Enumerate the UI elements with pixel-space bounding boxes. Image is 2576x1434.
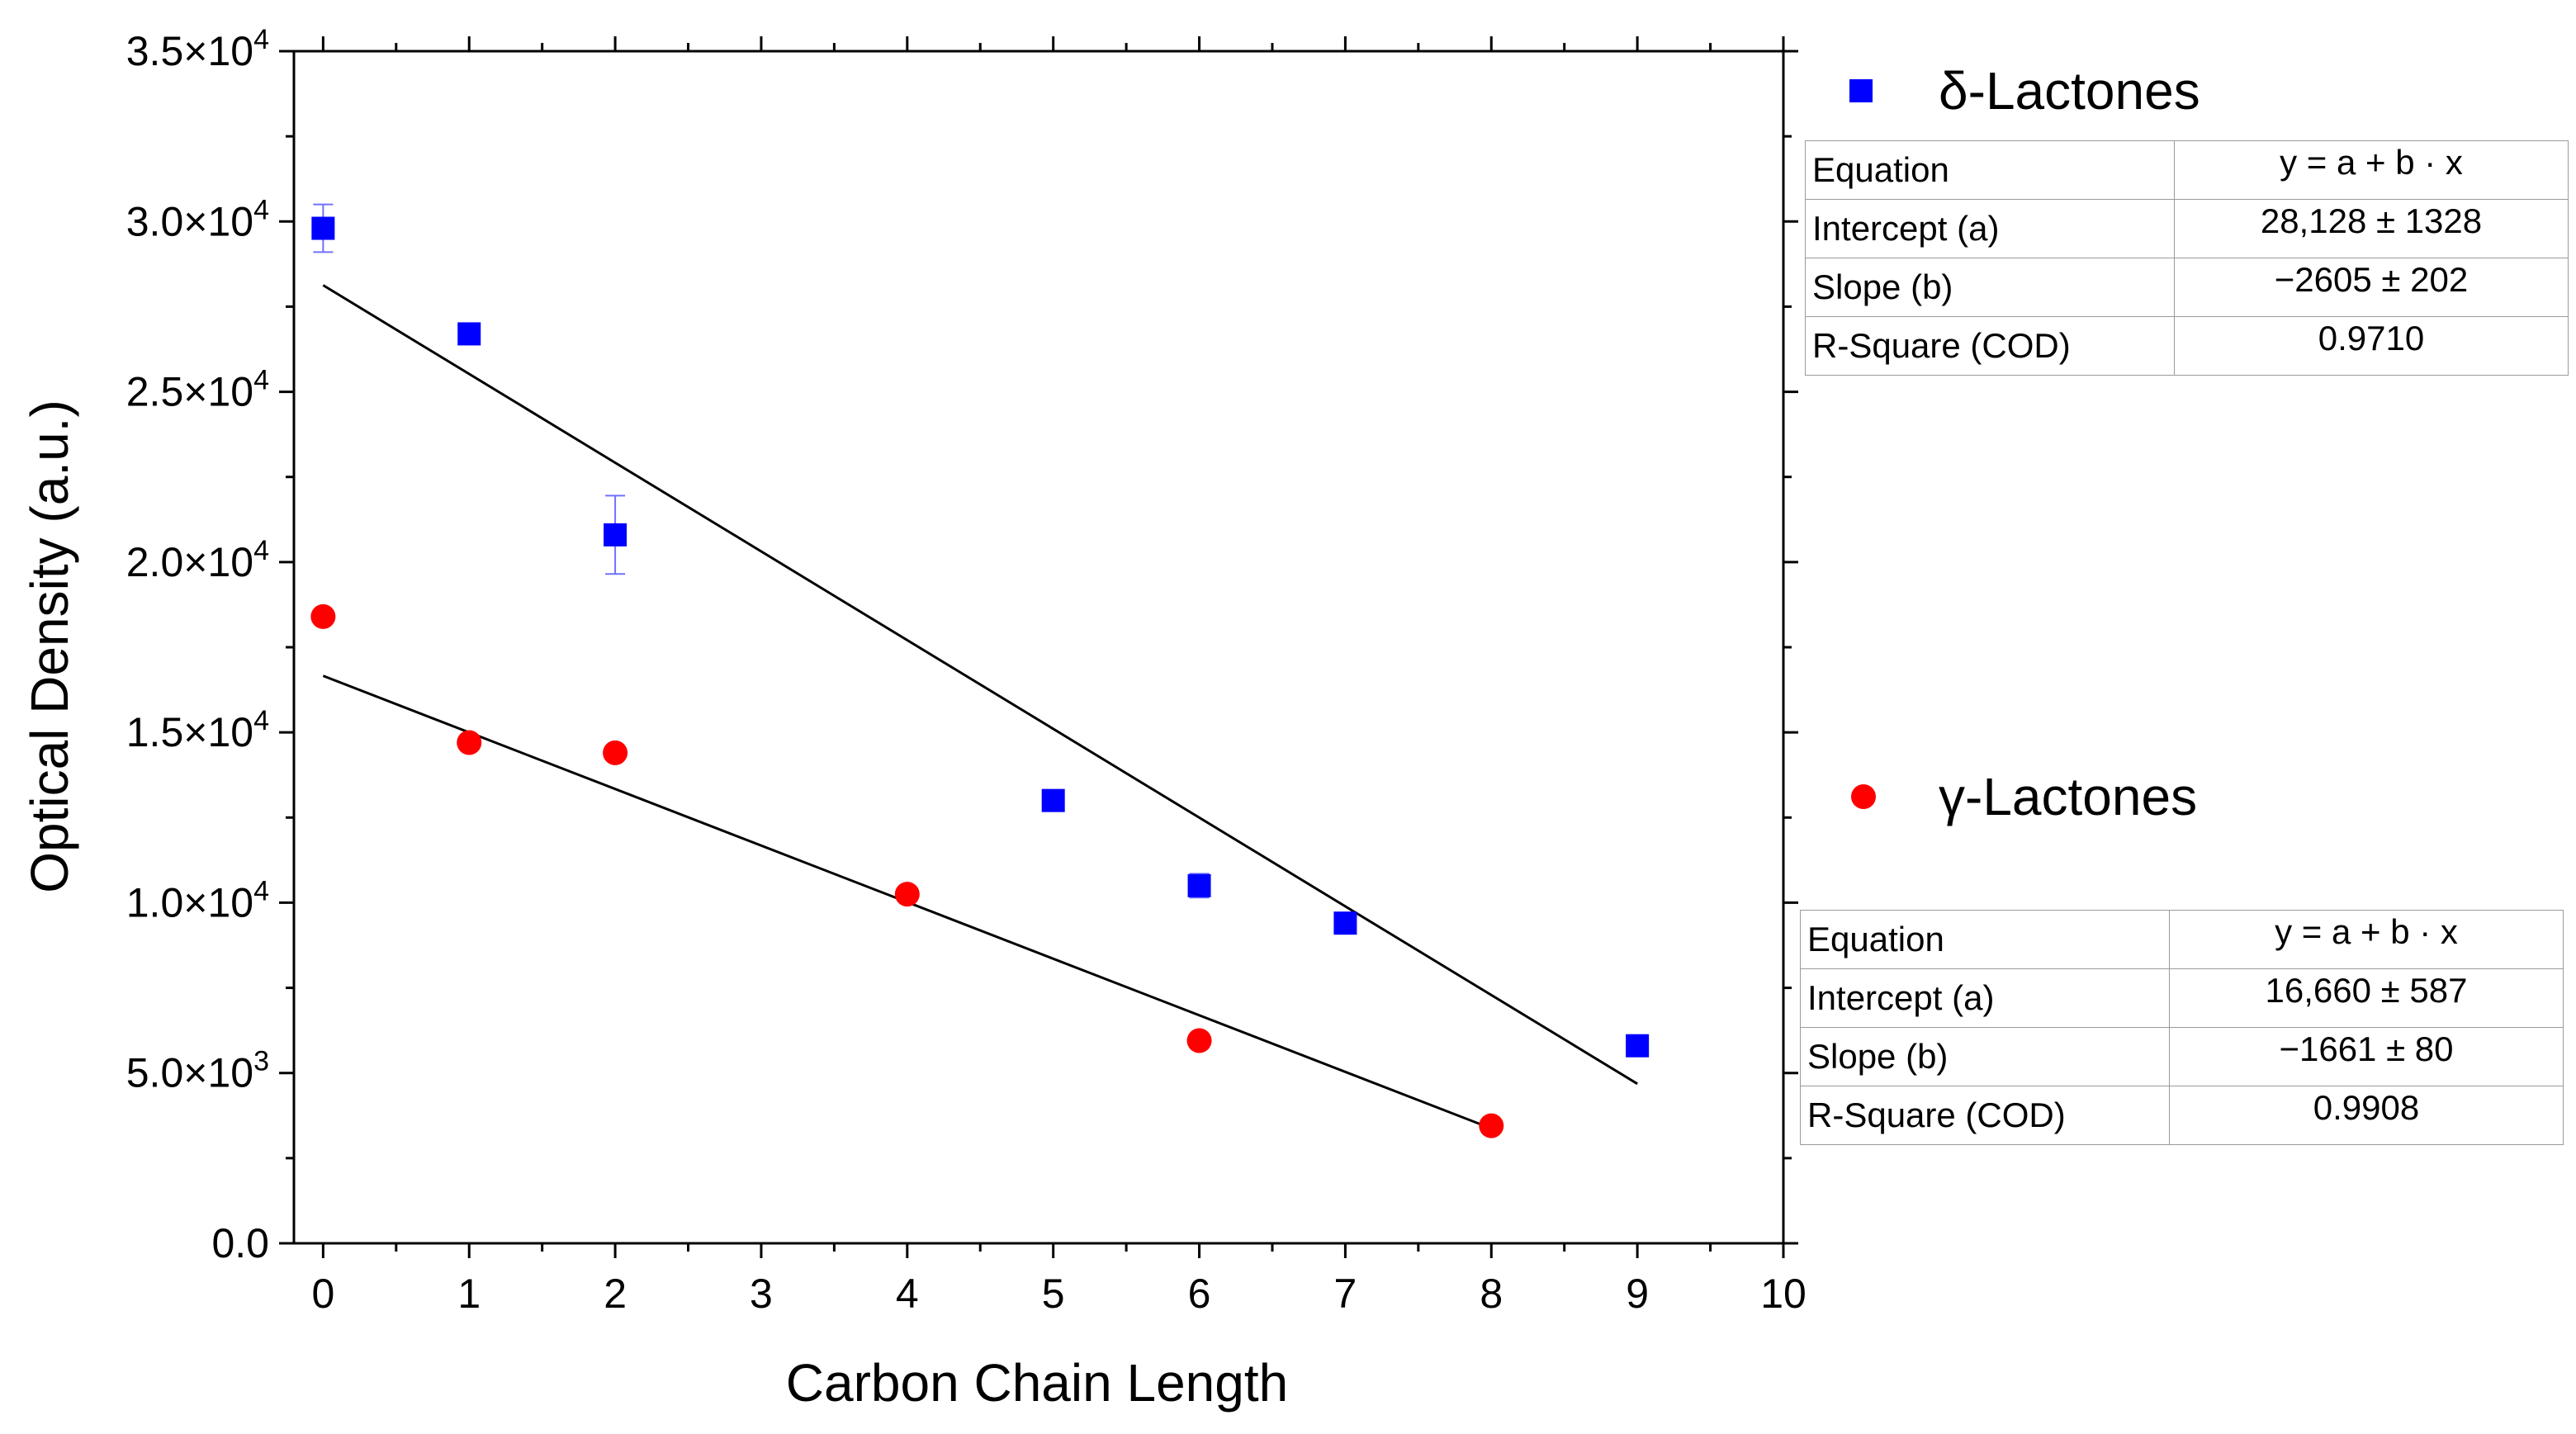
data-point-delta: [1187, 873, 1211, 897]
data-point-delta: [1041, 788, 1065, 812]
x-tick-label: 2: [604, 1271, 627, 1317]
fit-table-row: Equation y = a + b · x: [1805, 140, 2569, 200]
data-point-delta: [1333, 911, 1357, 935]
data-point-delta: [311, 216, 335, 240]
fit-table-key: Equation: [1805, 140, 2175, 200]
fit-table-value: −1661 ± 80: [2169, 1027, 2564, 1086]
legend-gamma: γ-Lactones: [1851, 767, 2197, 826]
fit-table-key: Slope (b): [1800, 1027, 2170, 1086]
fit-table-row: Intercept (a) 28,128 ± 1328: [1805, 199, 2569, 258]
x-tick-label: 10: [1760, 1271, 1807, 1317]
fit-table-row: Slope (b) −1661 ± 80: [1800, 1027, 2564, 1086]
data-point-gamma: [1479, 1113, 1504, 1138]
y-tick-label: 2.0×104: [126, 535, 269, 585]
plot-frame-layer: [292, 50, 1785, 1245]
fit-table-key: Intercept (a): [1805, 199, 2175, 258]
data-point-delta: [604, 523, 627, 547]
y-tick-label: 1.0×104: [126, 875, 269, 925]
legend-gamma-label: γ-Lactones: [1939, 767, 2197, 826]
data-point-gamma: [310, 603, 336, 629]
fit-line-layer: [322, 284, 1638, 1130]
fit-table-value: 0.9908: [2169, 1086, 2564, 1145]
fit-table-key: R-Square (COD): [1800, 1086, 2170, 1145]
x-tick-label: 4: [896, 1271, 919, 1317]
fit-table-row: Intercept (a) 16,660 ± 587: [1800, 968, 2564, 1028]
data-point-gamma: [603, 740, 628, 765]
fit-table-value: 16,660 ± 587: [2169, 968, 2564, 1028]
x-tick-label: 3: [750, 1271, 773, 1317]
y-tick-label: 3.5×104: [126, 24, 269, 74]
x-tick-label: 5: [1042, 1271, 1065, 1317]
x-tick-label: 8: [1480, 1271, 1503, 1317]
legend-gamma-marker: [1851, 784, 1876, 809]
data-point-layer: [310, 216, 1650, 1138]
legend-delta-marker: [1849, 79, 1873, 102]
fit-table-value: −2605 ± 202: [2174, 258, 2569, 317]
fit-table-delta: Equation y = a + b · x Intercept (a) 28,…: [1805, 140, 2569, 376]
data-point-gamma: [1186, 1028, 1212, 1053]
fit-table-row: R-Square (COD) 0.9710: [1805, 316, 2569, 376]
x-axis-title: Carbon Chain Length: [786, 1353, 1288, 1413]
fit-table-row: Equation y = a + b · x: [1800, 910, 2564, 969]
fit-table-value: y = a + b · x: [2174, 140, 2569, 200]
x-tick-label: 9: [1626, 1271, 1649, 1317]
y-tick-label: 3.0×104: [126, 194, 269, 244]
fit-table-value: y = a + b · x: [2169, 910, 2564, 969]
data-point-delta: [457, 322, 481, 346]
fit-table-key: R-Square (COD): [1805, 316, 2175, 376]
y-axis-title: Optical Density (a.u.): [20, 400, 79, 893]
fit-table-row: R-Square (COD) 0.9908: [1800, 1086, 2564, 1145]
fit-table-value: 0.9710: [2174, 316, 2569, 376]
fit-table-row: Slope (b) −2605 ± 202: [1805, 258, 2569, 317]
x-tick-label: 1: [457, 1271, 481, 1317]
x-tick-label: 0: [311, 1271, 334, 1317]
data-point-delta: [1626, 1034, 1650, 1058]
tick-layer: 0 1 2 3 4 5 6 7 8 9 10 0.0 5.0×103 1.0×104 1.5×104 2.0×…: [126, 24, 1807, 1317]
fit-table-value: 28,128 ± 1328: [2174, 199, 2569, 258]
fit-table-gamma: Equation y = a + b · x Intercept (a) 16,…: [1800, 910, 2564, 1145]
fit-table-key: Slope (b): [1805, 258, 2175, 317]
y-tick-label: 1.5×104: [126, 705, 269, 755]
fit-table-key: Intercept (a): [1800, 968, 2170, 1028]
fit-line-delta: [322, 284, 1638, 1086]
legend-delta-label: δ-Lactones: [1939, 61, 2200, 121]
y-tick-label: 0.0: [211, 1220, 269, 1266]
legend-delta: δ-Lactones: [1849, 61, 2200, 121]
y-tick-label: 5.0×103: [126, 1046, 269, 1096]
x-tick-label: 6: [1188, 1271, 1211, 1317]
data-point-gamma: [894, 882, 920, 907]
y-tick-label: 2.5×104: [126, 365, 269, 415]
x-tick-label: 7: [1334, 1271, 1357, 1317]
fit-table-key: Equation: [1800, 910, 2170, 969]
error-bar-layer: [313, 203, 1210, 899]
data-point-gamma: [457, 730, 482, 755]
plot-frame: [292, 50, 1785, 1245]
